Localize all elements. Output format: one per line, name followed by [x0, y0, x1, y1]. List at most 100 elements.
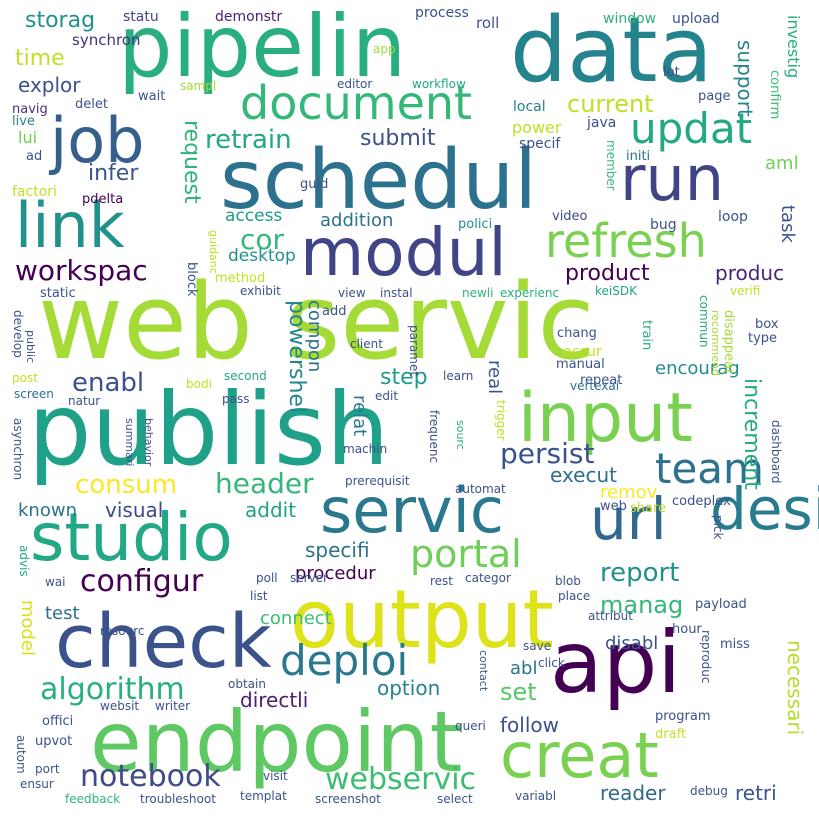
word: report — [600, 558, 680, 588]
word: compon — [304, 300, 325, 373]
word: synchron — [72, 31, 141, 49]
word: persist — [500, 437, 595, 470]
word: automat — [455, 482, 506, 496]
word: draft — [655, 727, 687, 742]
word: lot — [663, 65, 680, 80]
word: real — [484, 360, 505, 395]
word: commun — [697, 295, 711, 348]
word: modul — [300, 214, 507, 291]
word: server — [290, 571, 328, 585]
word: frequenc — [427, 410, 441, 464]
word: window — [603, 11, 657, 27]
word: miss — [720, 637, 750, 652]
word: workspac — [15, 254, 148, 287]
word: model — [17, 600, 38, 657]
word: specifi — [305, 538, 370, 562]
word: remov — [600, 482, 658, 503]
word: retrain — [205, 125, 292, 155]
word: known — [18, 500, 77, 521]
word: block — [184, 262, 199, 297]
word: enabl — [72, 368, 145, 398]
word: step — [380, 365, 428, 390]
word: process — [415, 5, 469, 21]
word: hour — [672, 622, 702, 637]
word: develop — [11, 310, 25, 358]
word: connect — [260, 608, 332, 629]
word: feedback — [65, 792, 121, 806]
word: local — [513, 99, 546, 115]
word: vertexai — [570, 379, 620, 393]
word: configur — [80, 564, 204, 599]
word: servic — [320, 474, 504, 547]
word: upload — [672, 11, 720, 27]
word: creat — [500, 719, 659, 792]
word: loop — [718, 209, 748, 225]
word: webservic — [325, 762, 477, 797]
word: test — [45, 603, 80, 624]
word: time — [15, 46, 65, 71]
word: specif — [519, 136, 561, 152]
word: websit — [100, 699, 140, 713]
word: api — [550, 613, 682, 713]
word: sampl — [180, 79, 217, 93]
word: dashboard — [769, 420, 783, 484]
word: web — [600, 499, 627, 514]
word: program — [655, 709, 711, 724]
word: static — [40, 286, 76, 301]
word: current — [567, 90, 654, 118]
word: client — [350, 337, 383, 351]
word: pick — [711, 515, 725, 540]
word: updat — [630, 104, 753, 153]
word: addit — [245, 498, 297, 522]
word: reader — [600, 781, 666, 805]
word: place — [558, 589, 591, 603]
word: page — [698, 89, 731, 104]
word: powershel — [284, 300, 309, 414]
word: web servic — [38, 261, 595, 383]
word: second — [224, 369, 267, 383]
word: sourc — [454, 420, 467, 450]
word: exhibit — [240, 284, 281, 298]
word: box — [755, 317, 779, 332]
word: machin — [343, 442, 388, 456]
word: poll — [256, 571, 278, 585]
word: directli — [240, 688, 309, 712]
word: increment — [739, 378, 764, 490]
word: trigger — [494, 400, 508, 441]
word: debug — [690, 784, 728, 798]
word: access — [225, 206, 283, 226]
word: workflow — [412, 77, 466, 91]
word: aml — [765, 153, 799, 174]
word: check — [55, 599, 272, 685]
word: keiSDK — [595, 284, 637, 298]
word: link — [15, 189, 125, 262]
word: navig — [12, 102, 48, 117]
word: power — [512, 118, 562, 137]
word: header — [215, 467, 314, 500]
word: guid — [300, 177, 329, 192]
word: manual — [556, 357, 605, 372]
word: publish — [28, 371, 390, 488]
word: editor — [337, 77, 373, 91]
word: visual — [105, 498, 164, 522]
word: train — [639, 320, 654, 351]
word: edit — [375, 389, 399, 403]
word: retri — [735, 781, 777, 805]
word: disabl — [605, 633, 659, 654]
word: list — [250, 589, 268, 603]
word: product — [565, 261, 650, 286]
word: repeat — [580, 373, 623, 388]
word: codeplex — [672, 494, 731, 509]
word: summari — [123, 418, 136, 467]
word: algorithm — [40, 672, 185, 707]
word: java — [587, 115, 617, 131]
word: member — [604, 140, 618, 191]
word: storag — [25, 8, 96, 33]
word: troubleshoot — [140, 792, 216, 806]
word: lui — [18, 128, 38, 147]
word: endpoint — [90, 693, 463, 791]
word: support — [733, 40, 757, 117]
word: method — [215, 271, 266, 286]
word: pdelta — [82, 192, 124, 207]
word: design — [710, 475, 819, 543]
